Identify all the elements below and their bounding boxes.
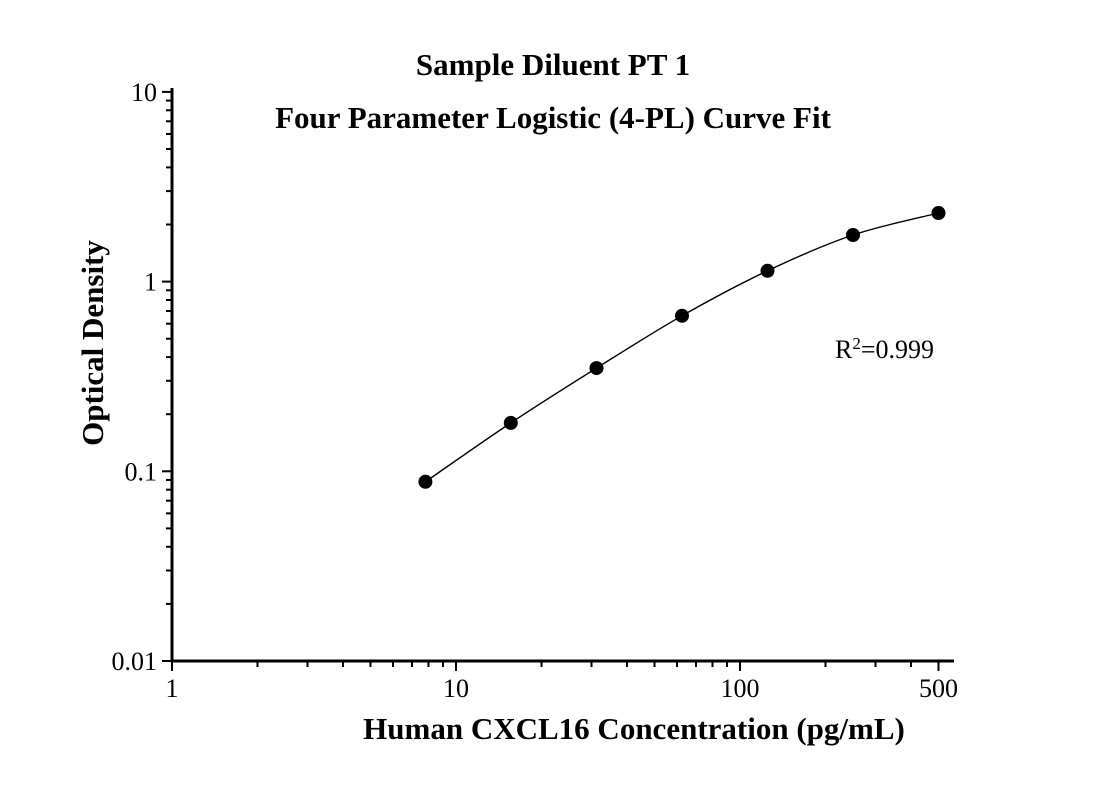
data-point-marker <box>589 361 604 376</box>
x-axis-label: Human CXCL16 Concentration (pg/mL) <box>363 711 905 746</box>
r-squared-annotation: R2=0.999 <box>835 334 934 365</box>
x-tick-label: 1 <box>166 674 179 703</box>
r-squared-value: =0.999 <box>860 335 935 364</box>
chart-title-line1: Sample Diluent PT 1 <box>415 47 691 82</box>
y-tick-label: 0.1 <box>125 457 158 486</box>
y-tick-label: 10 <box>131 78 157 107</box>
data-point-marker <box>846 228 860 242</box>
x-tick-label: 10 <box>443 674 469 703</box>
data-point-marker <box>931 206 946 220</box>
data-point-marker <box>760 263 775 278</box>
r-squared-base: R <box>835 335 853 364</box>
y-tick-label: 0.01 <box>112 647 158 676</box>
data-point-marker <box>503 415 518 430</box>
y-tick-label: 1 <box>144 268 157 297</box>
data-point-marker <box>675 308 689 323</box>
chart-title-line2: Four Parameter Logistic (4-PL) Curve Fit <box>275 100 831 135</box>
x-tick-label: 100 <box>721 674 760 703</box>
x-tick-label: 500 <box>919 674 958 703</box>
y-axis-label: Optical Density <box>75 240 110 446</box>
data-point-marker <box>418 474 433 489</box>
r-squared-superscript: 2 <box>852 334 861 353</box>
